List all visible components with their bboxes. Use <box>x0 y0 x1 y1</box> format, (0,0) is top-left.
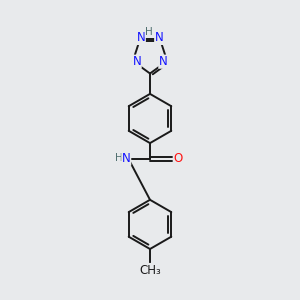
Text: O: O <box>174 152 183 165</box>
Text: CH₃: CH₃ <box>139 263 161 277</box>
Text: H: H <box>115 152 123 163</box>
Text: N: N <box>122 152 131 165</box>
Text: N: N <box>132 55 141 68</box>
Text: H: H <box>145 27 153 37</box>
Text: N: N <box>155 32 164 44</box>
Text: N: N <box>136 32 145 44</box>
Text: N: N <box>159 55 168 68</box>
